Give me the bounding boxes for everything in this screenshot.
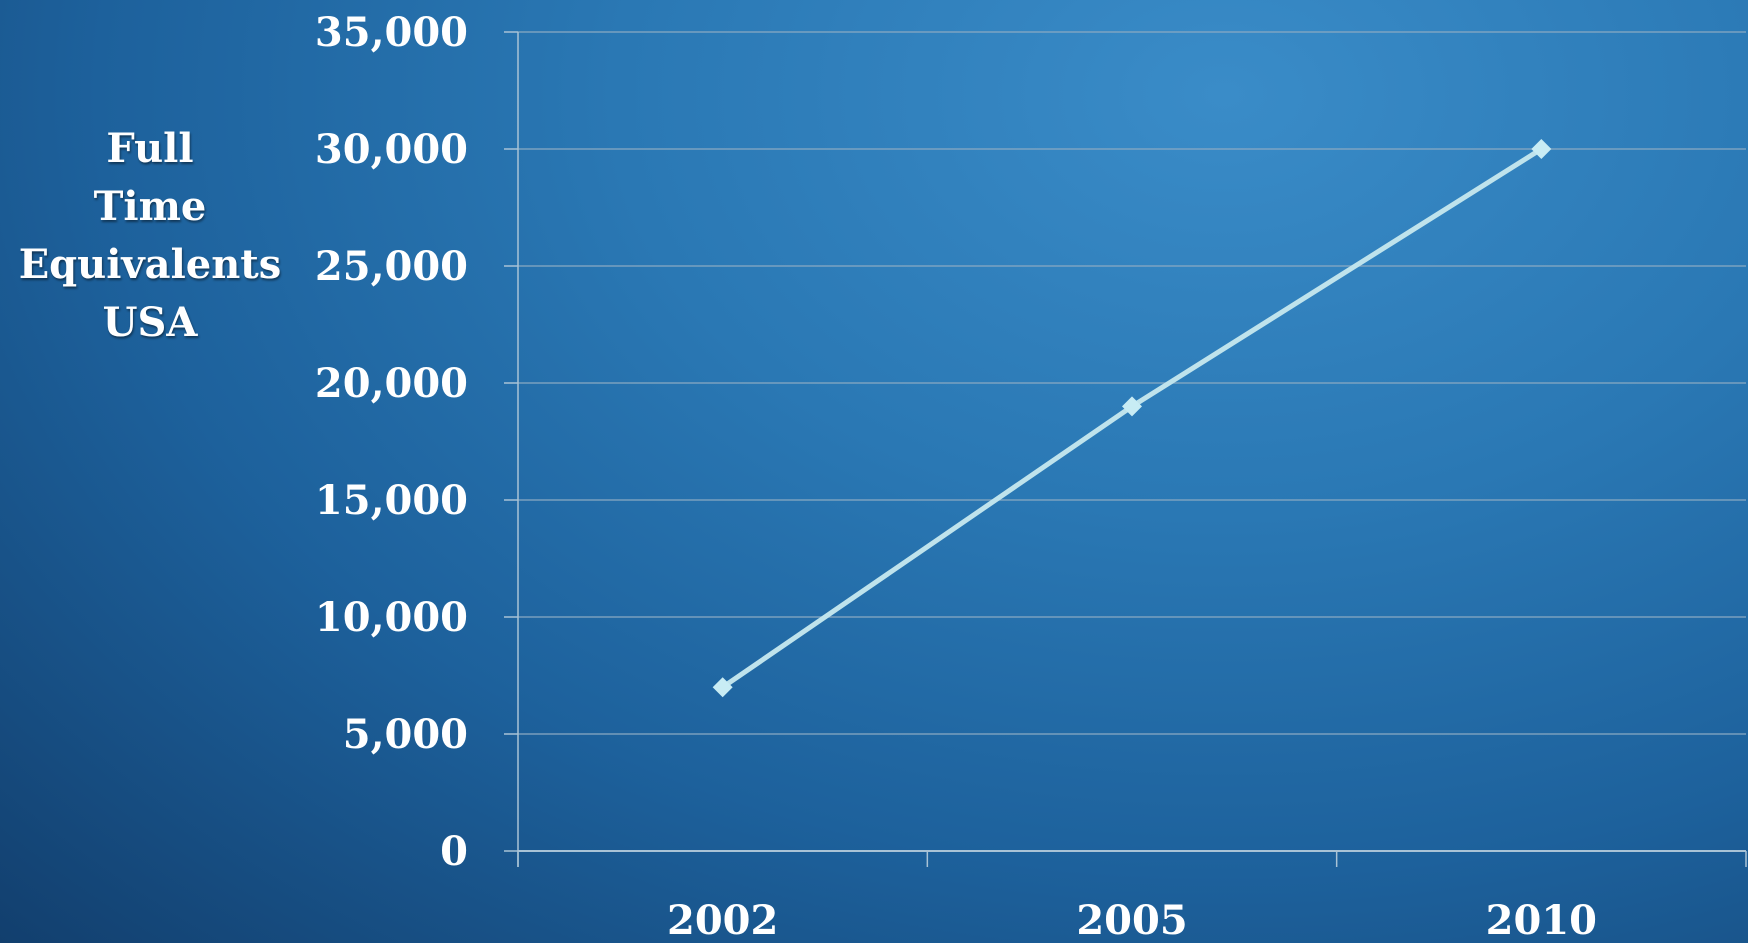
- series: [712, 139, 1552, 698]
- y-tick-label: 10,000: [315, 594, 468, 641]
- y-tick-label: 20,000: [315, 360, 468, 407]
- y-tick-labels: 0 5,000 10,000 15,000 20,000 25,000 30,000 35,0…: [315, 9, 468, 875]
- data-point-marker: [1531, 139, 1552, 159]
- series-line: [720, 146, 1544, 690]
- data-point-marker: [712, 677, 733, 698]
- y-tick-label: 0: [440, 828, 468, 875]
- data-point-marker: [1122, 396, 1142, 417]
- y-tick-label: 15,000: [315, 477, 468, 524]
- y-tick-label: 5,000: [343, 711, 468, 758]
- y-axis-title-line: Time: [93, 183, 207, 230]
- y-tick-label: 35,000: [315, 9, 468, 56]
- x-tick-label: 2005: [1076, 897, 1187, 943]
- x-tick-label: 2002: [667, 897, 778, 943]
- gridlines: [518, 31, 1746, 735]
- y-axis-title-line: Full: [106, 125, 194, 172]
- x-tick-label: 2010: [1486, 897, 1597, 943]
- y-tick-label: 25,000: [315, 243, 468, 290]
- y-tick-label: 30,000: [315, 126, 468, 173]
- axes: [504, 31, 1747, 867]
- x-tick-labels: 2002 2005 2010: [667, 897, 1597, 943]
- y-axis-title-line: Equivalents: [18, 241, 282, 288]
- y-axis-title-line: USA: [102, 299, 198, 346]
- y-axis-title: Full Time Equivalents USA: [10, 120, 290, 352]
